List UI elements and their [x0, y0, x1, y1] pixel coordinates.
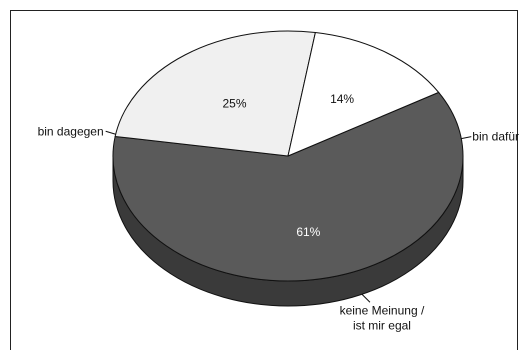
- leader-line-2: [361, 293, 371, 303]
- slice-label-0: bin dagegen: [38, 124, 104, 138]
- leader-line-1: [461, 136, 472, 140]
- chart-frame: 61% 25% 14% bin dagegen bin dafür keine Meinu…: [10, 10, 519, 350]
- leader-lines: [105, 130, 472, 303]
- slice-1: [114, 30, 316, 157]
- leader-line-0: [105, 130, 116, 135]
- slice-2: [287, 32, 440, 157]
- pie-chart: 61% 25% 14% bin dagegen bin dafür keine Meinu…: [38, 30, 519, 332]
- slice-label-2-line-1: ist mir egal: [353, 318, 411, 332]
- slice-labels: 61% 25% 14% bin dagegen bin dafür keine Meinu…: [38, 92, 519, 332]
- slice-0: [112, 91, 464, 282]
- slice-label-1: bin dafür: [472, 130, 519, 144]
- slice-label-2-line-0: keine Meinung /: [340, 303, 425, 317]
- slice-value-label-2: 14%: [330, 92, 354, 106]
- pie-slices: [112, 30, 464, 282]
- slice-value-label-0: 61%: [296, 225, 320, 239]
- slice-value-label-1: 25%: [222, 96, 246, 110]
